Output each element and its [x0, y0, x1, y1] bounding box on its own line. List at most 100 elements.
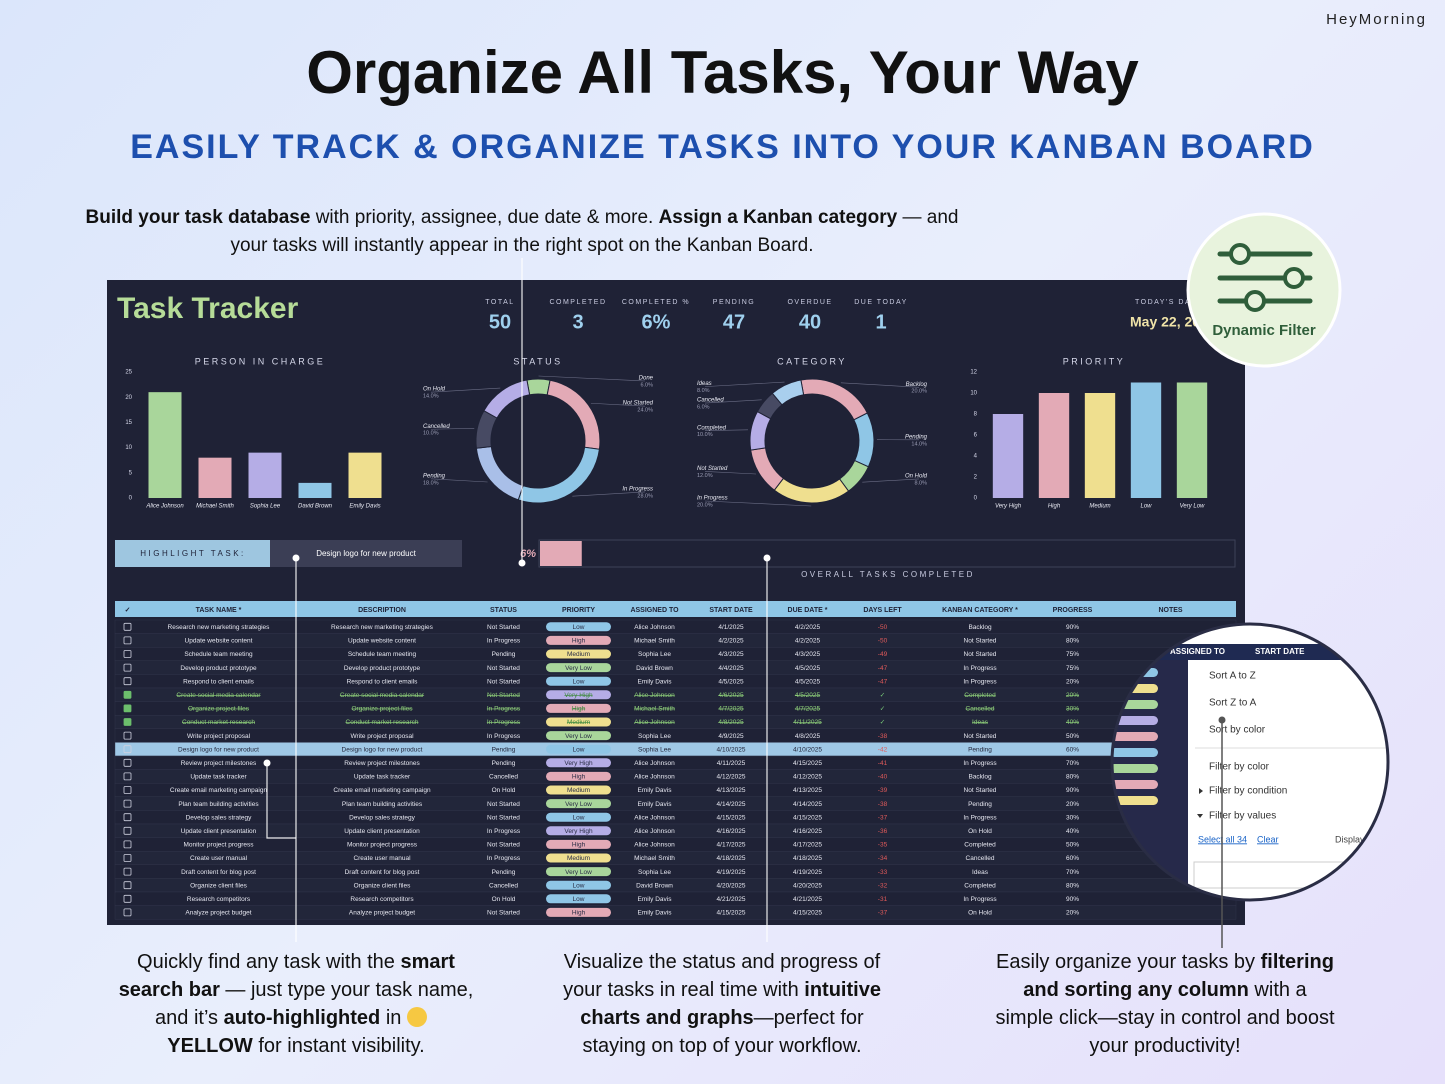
- slice-label: Cancelled: [697, 398, 724, 404]
- checkbox: [123, 867, 132, 876]
- overall-bar: [540, 541, 582, 566]
- menu-item[interactable]: Filter by color: [1209, 762, 1270, 773]
- menu-item[interactable]: Sort by color: [1209, 725, 1266, 736]
- leader-line: [704, 429, 748, 431]
- highlight-value: Design logo for new product: [316, 549, 416, 558]
- x-tick-label: Alice Johnson: [145, 504, 184, 510]
- leader-line: [704, 399, 762, 404]
- slice-value-label: 12.0%: [697, 473, 713, 479]
- cell-text: 30%: [1066, 814, 1079, 821]
- cell-text: 4/15/2025: [717, 814, 746, 821]
- x-tick-label: Emily Davis: [349, 504, 380, 510]
- slice-label: Pending: [423, 473, 446, 479]
- cell-text: -40: [878, 774, 888, 781]
- kpi-label: TOTAL: [485, 299, 514, 306]
- cell-text: High: [572, 910, 586, 917]
- y-tick-label: 4: [974, 454, 978, 460]
- chart-title: CATEGORY: [777, 356, 847, 366]
- leader-line: [704, 471, 757, 475]
- priority-pill: [546, 812, 611, 822]
- caption-bold: intuitive charts and graphs: [580, 979, 881, 1029]
- cell-text: Create email marketing campaign: [170, 787, 268, 794]
- slice-value-label: 6.0%: [697, 404, 710, 410]
- cell-text: Research competitors: [187, 896, 251, 903]
- caption: Easily organize your tasks by filtering …: [995, 948, 1335, 1060]
- caption: Quickly find any task with the smart sea…: [116, 948, 476, 1060]
- y-tick-label: 2: [974, 475, 978, 481]
- zoom-header: [1112, 644, 1388, 660]
- priority-pill: [546, 758, 611, 768]
- cell-text: Very Low: [565, 733, 592, 740]
- cell-text: Review project milestones: [344, 760, 420, 767]
- slice-value-label: 14.0%: [911, 441, 927, 447]
- cell-text: Analyze project budget: [349, 910, 415, 917]
- bar: [1084, 393, 1116, 498]
- intro-text: with priority, assignee, due date & more…: [310, 207, 659, 228]
- menu-item[interactable]: Filter by values: [1209, 811, 1276, 822]
- intro-bold: Assign a Kanban category: [658, 207, 898, 228]
- cell-text: -33: [878, 869, 888, 876]
- display-text: Display: [1335, 834, 1365, 844]
- cell-text: Low: [573, 896, 585, 903]
- cell-text: Update task tracker: [354, 774, 411, 781]
- title: Organize All Tasks, Your Way: [306, 39, 1139, 106]
- y-tick-label: 10: [125, 445, 132, 451]
- intro-text: — and your tasks will instantly appear i…: [230, 207, 959, 256]
- cell-text: Pending: [968, 801, 992, 808]
- cell-text: 40%: [1066, 719, 1079, 726]
- cell-text: ✓: [880, 692, 885, 699]
- cell-text: -50: [878, 624, 888, 631]
- menu-item[interactable]: Sort A to Z: [1209, 671, 1256, 682]
- cell-text: Not Started: [964, 638, 997, 645]
- cell-text: Create social media calendar: [176, 692, 261, 699]
- intro: Build your task database with priority, …: [82, 204, 962, 260]
- cell-text: Not Started: [487, 665, 520, 672]
- bar: [248, 452, 282, 498]
- cell-text: Ideas: [972, 719, 989, 726]
- cell-text: Analyze project budget: [185, 910, 251, 917]
- cell-text: Alice Johnson: [634, 774, 675, 781]
- cell-text: Not Started: [964, 787, 997, 794]
- menu-item[interactable]: Filter by condition: [1209, 786, 1287, 797]
- connector-dot: [763, 554, 771, 562]
- priority-pill: [546, 731, 611, 741]
- priority-pill: [546, 853, 611, 863]
- cell-text: 4/18/2025: [793, 855, 822, 862]
- priority-pill: [546, 622, 611, 632]
- cell-text: Very Low: [565, 665, 592, 672]
- y-tick-label: 5: [129, 470, 133, 476]
- cell-text: Pending: [492, 869, 516, 876]
- kpi-value: 1: [875, 311, 886, 333]
- donut-slice: [483, 379, 531, 419]
- subtitle: EASILY TRACK & ORGANIZE TASKS INTO YOUR …: [130, 128, 1315, 166]
- priority-pill: [546, 867, 611, 877]
- cell-text: Design logo for new product: [178, 746, 259, 753]
- cell-text: Very High: [564, 828, 593, 835]
- clear-link[interactable]: Clear: [1257, 834, 1279, 844]
- overall-label: 6%: [520, 548, 536, 560]
- cell-text: -47: [878, 665, 888, 672]
- priority-pill: [546, 649, 611, 659]
- caption: Visualize the status and progress of you…: [547, 948, 897, 1060]
- priority-pill: [546, 894, 611, 904]
- x-tick-label: Very High: [995, 504, 1022, 510]
- caption-bold: YELLOW: [167, 1035, 253, 1057]
- cell-text: Emily Davis: [638, 910, 673, 917]
- overall-caption: OVERALL TASKS COMPLETED: [801, 570, 975, 579]
- menu-item[interactable]: Sort Z to A: [1209, 698, 1257, 709]
- x-tick-label: Michael Smith: [196, 504, 234, 510]
- cell-text: 80%: [1066, 638, 1079, 645]
- column-header: TASK NAME *: [196, 607, 242, 614]
- x-tick-label: Sophia Lee: [250, 504, 281, 510]
- cell-text: 4/15/2025: [793, 910, 822, 917]
- cell-text: Not Started: [487, 814, 520, 821]
- bar: [1130, 382, 1162, 498]
- leader-line: [862, 478, 920, 483]
- cell-text: 20%: [1066, 692, 1079, 699]
- slice-value-label: 14.0%: [423, 394, 439, 400]
- cell-text: In Progress: [487, 733, 521, 740]
- cell-text: 90%: [1066, 896, 1079, 903]
- column-header: KANBAN CATEGORY *: [942, 607, 1018, 614]
- cell-text: 4/17/2025: [793, 842, 822, 849]
- cell-text: 4/7/2025: [718, 706, 744, 713]
